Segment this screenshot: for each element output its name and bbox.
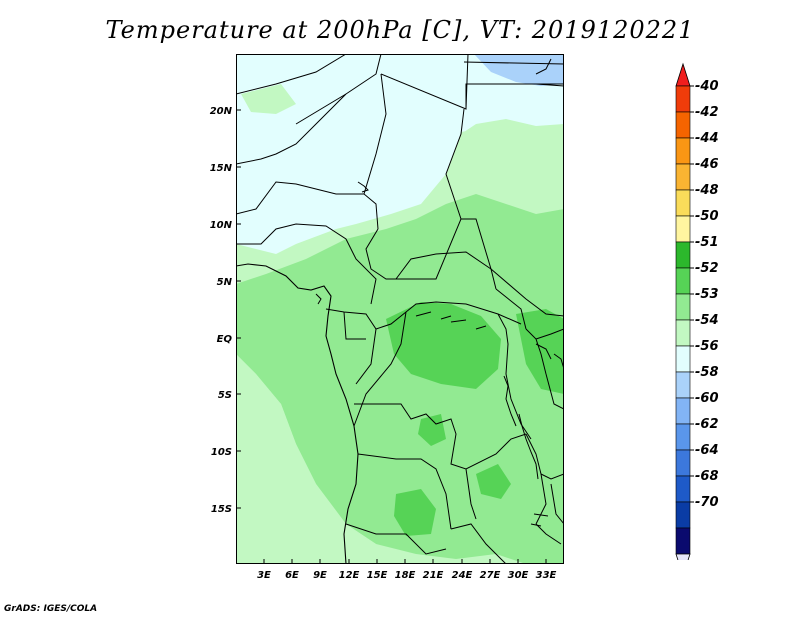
lon-tick-marks	[263, 559, 547, 564]
colorbar-segment	[675, 293, 691, 321]
map-frame	[236, 54, 564, 564]
lat-label: 20N	[210, 106, 233, 117]
colorbar-label: -60	[695, 391, 719, 406]
field-pale-green-ne	[461, 124, 564, 204]
lon-label: 15E	[367, 570, 388, 581]
lon-label: 27E	[480, 570, 501, 581]
colorbar-label: -56	[695, 339, 719, 354]
colorbar-arrow-top	[675, 62, 691, 87]
field-light-blue-ne	[474, 54, 564, 86]
colorbar-segment	[675, 371, 691, 399]
colorbar-label: -40	[695, 79, 719, 94]
lon-label: 33E	[536, 570, 557, 581]
colorbar-segment	[675, 85, 691, 113]
colorbar-label: -51	[695, 235, 719, 250]
colorbar-segment	[675, 215, 691, 243]
colorbar-segment	[675, 267, 691, 295]
colorbar-label: -70	[695, 495, 719, 510]
colorbar-label: -54	[695, 313, 719, 328]
colorbar-segment	[675, 319, 691, 347]
credit-text: GrADS: IGES/COLA	[4, 604, 98, 614]
field-cyan-north	[236, 54, 564, 254]
colorbar-label: -53	[695, 287, 719, 302]
lon-label: 21E	[423, 570, 444, 581]
country-borders	[236, 54, 564, 564]
lake-outlines	[315, 58, 564, 527]
lat-label: EQ	[217, 334, 233, 345]
colorbar-segment	[675, 111, 691, 139]
colorbar-label: -62	[695, 417, 719, 432]
colorbar-segment	[675, 137, 691, 165]
lon-label: 12E	[339, 570, 360, 581]
lat-label: 5S	[218, 390, 232, 401]
colorbar-label: -42	[695, 105, 719, 120]
colorbar-label: -46	[695, 157, 719, 172]
colorbar-segment	[675, 449, 691, 477]
field-pale-green-nw	[241, 84, 296, 114]
colorbar-segment	[675, 475, 691, 503]
lon-label: 9E	[313, 570, 327, 581]
lat-label: 10N	[210, 220, 233, 231]
colorbar-label: -58	[695, 365, 719, 380]
lat-label: 15N	[210, 163, 233, 174]
lat-tick-marks	[236, 109, 241, 509]
lon-label: 30E	[508, 570, 529, 581]
colorbar-segment	[675, 397, 691, 425]
lat-label: 10S	[211, 447, 232, 458]
colorbar-label: -50	[695, 209, 719, 224]
colorbar-label: -68	[695, 469, 719, 484]
plot-title: Temperature at 200hPa [C], VT: 201912022…	[105, 16, 695, 44]
field-medium-green-south2	[476, 464, 511, 499]
field-medium-green-center	[418, 414, 446, 446]
lat-label: 5N	[217, 277, 233, 288]
colorbar-segment	[675, 423, 691, 451]
colorbar-label: -64	[695, 443, 719, 458]
temperature-map	[236, 54, 564, 564]
lon-label: 3E	[257, 570, 271, 581]
colorbar-label: -52	[695, 261, 719, 276]
colorbar-label: -48	[695, 183, 719, 198]
field-pale-green-west-coast	[236, 354, 376, 564]
lon-label: 6E	[285, 570, 299, 581]
field-medium-green-congo	[386, 302, 501, 389]
colorbar-arrow-bottom	[675, 553, 691, 560]
colorbar-segment	[675, 241, 691, 269]
colorbar-segment	[675, 189, 691, 217]
lat-label: 15S	[211, 504, 232, 515]
colorbar-label: -44	[695, 131, 719, 146]
lon-label: 24E	[452, 570, 473, 581]
colorbar-segment	[675, 501, 691, 529]
lon-label: 18E	[395, 570, 416, 581]
colorbar-segment	[675, 345, 691, 373]
colorbar: -40 -42 -44 -46 -48 -50 -51 -52 -53 -54 -56 -58 -60 -…	[675, 62, 719, 560]
field-medium-green-south	[394, 489, 436, 536]
colorbar-segment	[675, 163, 691, 191]
colorbar-segment	[675, 527, 691, 555]
